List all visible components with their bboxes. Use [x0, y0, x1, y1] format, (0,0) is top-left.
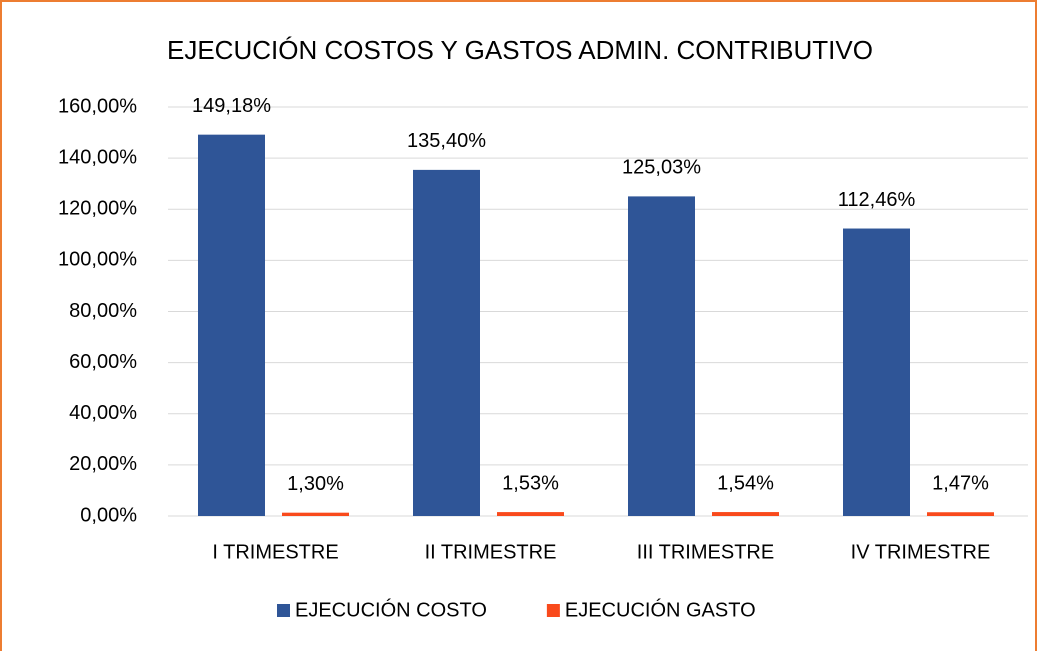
bar: [927, 512, 994, 516]
bar: [198, 134, 265, 516]
legend-swatch: [277, 604, 290, 617]
legend-label: EJECUCIÓN COSTO: [295, 598, 487, 621]
bar: [843, 228, 910, 517]
data-label: 149,18%: [192, 95, 271, 117]
bar: [497, 512, 564, 516]
y-tick-label: 120,00%: [58, 198, 137, 220]
x-tick-label: IV TRIMESTRE: [851, 541, 991, 563]
bar: [628, 196, 695, 516]
y-tick-label: 100,00%: [58, 249, 137, 271]
y-tick-label: 80,00%: [69, 300, 137, 322]
legend-swatch: [546, 604, 560, 617]
data-label: 1,54%: [717, 472, 774, 494]
bar: [282, 512, 349, 516]
bar: [413, 169, 480, 517]
x-tick-label: I TRIMESTRE: [212, 541, 338, 563]
y-tick-label: 60,00%: [69, 351, 137, 373]
y-tick-label: 20,00%: [69, 453, 137, 475]
y-tick-label: 140,00%: [58, 146, 137, 168]
x-tick-label: III TRIMESTRE: [637, 541, 774, 563]
data-label: 1,47%: [932, 473, 989, 495]
data-label: 135,40%: [407, 130, 486, 152]
bar: [712, 512, 779, 516]
legend-label: EJECUCIÓN GASTO: [565, 598, 756, 621]
y-tick-label: 40,00%: [69, 402, 137, 424]
y-tick-label: 160,00%: [58, 95, 137, 117]
chart-title: EJECUCIÓN COSTOS Y GASTOS ADMIN. CONTRIB…: [167, 35, 873, 65]
x-tick-label: II TRIMESTRE: [425, 541, 557, 563]
data-label: 1,53%: [502, 472, 559, 494]
data-label: 1,30%: [287, 473, 344, 495]
y-tick-label: 0,00%: [80, 504, 137, 526]
data-label: 112,46%: [838, 189, 916, 211]
data-label: 125,03%: [622, 157, 701, 179]
